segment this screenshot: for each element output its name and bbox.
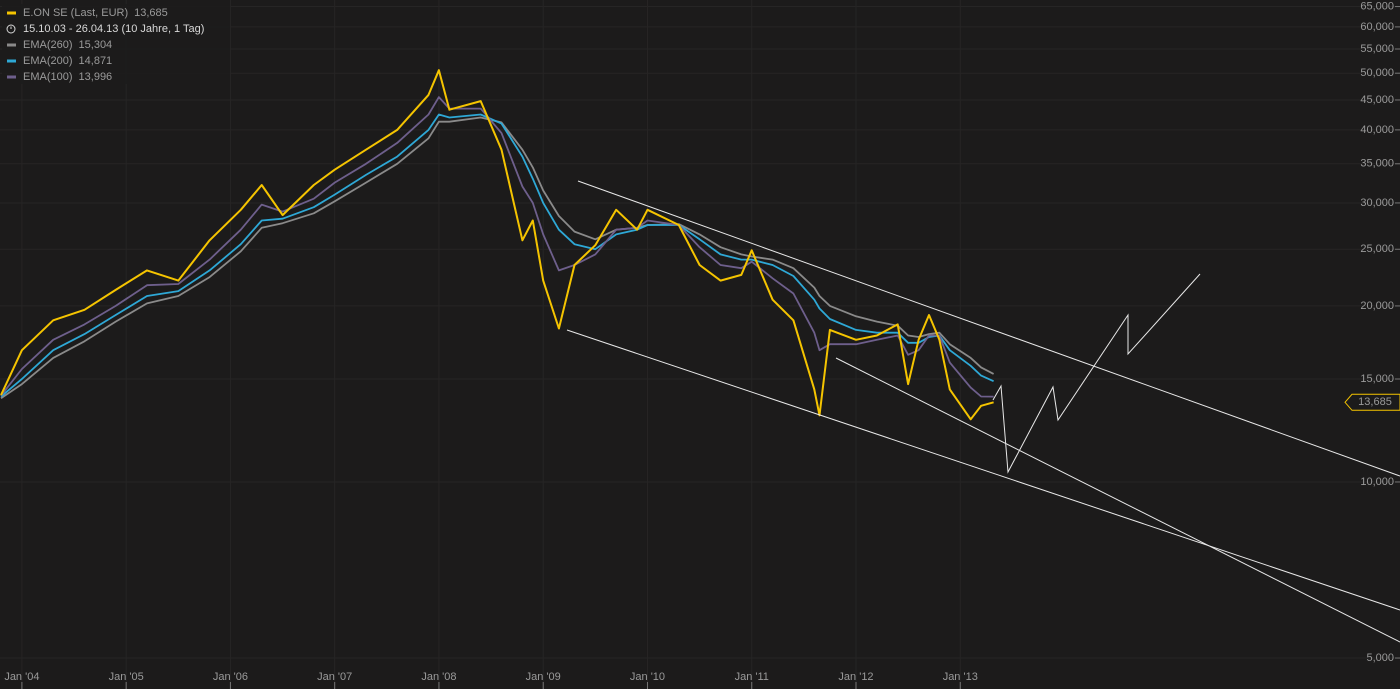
- legend-subtitle: 15.10.03 - 26.04.13 (10 Jahre, 1 Tag): [23, 23, 204, 35]
- legend-value: 14,871: [79, 55, 113, 67]
- y-tick-label: 40,000: [1360, 124, 1394, 136]
- x-tick-label: Jan '06: [213, 671, 248, 683]
- price-tag-label: 13,685: [1358, 396, 1392, 408]
- y-tick-label: 55,000: [1360, 43, 1394, 55]
- series-line: [0, 116, 995, 400]
- x-tick-label: Jan '05: [109, 671, 144, 683]
- trend-line: [566, 329, 1400, 611]
- drawings: [566, 180, 1400, 643]
- projection-zigzag: [992, 273, 1201, 474]
- x-tick-label: Jan '04: [4, 671, 39, 683]
- plot: [0, 69, 995, 421]
- y-tick-label: 25,000: [1360, 243, 1394, 255]
- y-tick-label: 20,000: [1360, 300, 1394, 312]
- legend-label: EMA(260): [23, 39, 73, 51]
- legend-box: [2, 4, 230, 84]
- price-tag: [1344, 393, 1400, 411]
- x-tick-label: Jan '08: [421, 671, 456, 683]
- legend-value: 15,304: [79, 39, 113, 51]
- legend-label: EMA(200): [23, 55, 73, 67]
- legend-label: EMA(100): [23, 71, 73, 83]
- y-tick-label: 45,000: [1360, 94, 1394, 106]
- y-tick-label: 15,000: [1360, 373, 1394, 385]
- legend-value: 13,996: [79, 71, 113, 83]
- x-tick-label: Jan '11: [735, 671, 769, 683]
- y-tick-label: 35,000: [1360, 158, 1394, 170]
- y-tick-label: 30,000: [1360, 197, 1394, 209]
- clock-icon: [6, 24, 16, 34]
- series-line: [0, 96, 994, 398]
- x-tick-label: Jan '07: [317, 671, 352, 683]
- series-line: [0, 113, 994, 398]
- series-line: [0, 69, 994, 421]
- trend-line: [835, 357, 1400, 643]
- x-tick-label: Jan '09: [526, 671, 561, 683]
- x-tick-label: Jan '10: [630, 671, 665, 683]
- y-tick-label: 5,000: [1366, 652, 1394, 664]
- legend-value: 13,685: [134, 7, 168, 19]
- y-tick-label: 65,000: [1360, 0, 1394, 12]
- y-tick-label: 60,000: [1360, 21, 1394, 33]
- y-tick-label: 50,000: [1360, 67, 1394, 79]
- x-tick-label: Jan '13: [943, 671, 978, 683]
- trend-line: [577, 180, 1400, 477]
- legend: 15.10.03 - 26.04.13 (10 Jahre, 1 Tag) E.…: [2, 4, 230, 84]
- x-tick-label: Jan '12: [838, 671, 873, 683]
- legend-label: E.ON SE (Last, EUR): [23, 7, 128, 19]
- y-tick-label: 10,000: [1360, 476, 1394, 488]
